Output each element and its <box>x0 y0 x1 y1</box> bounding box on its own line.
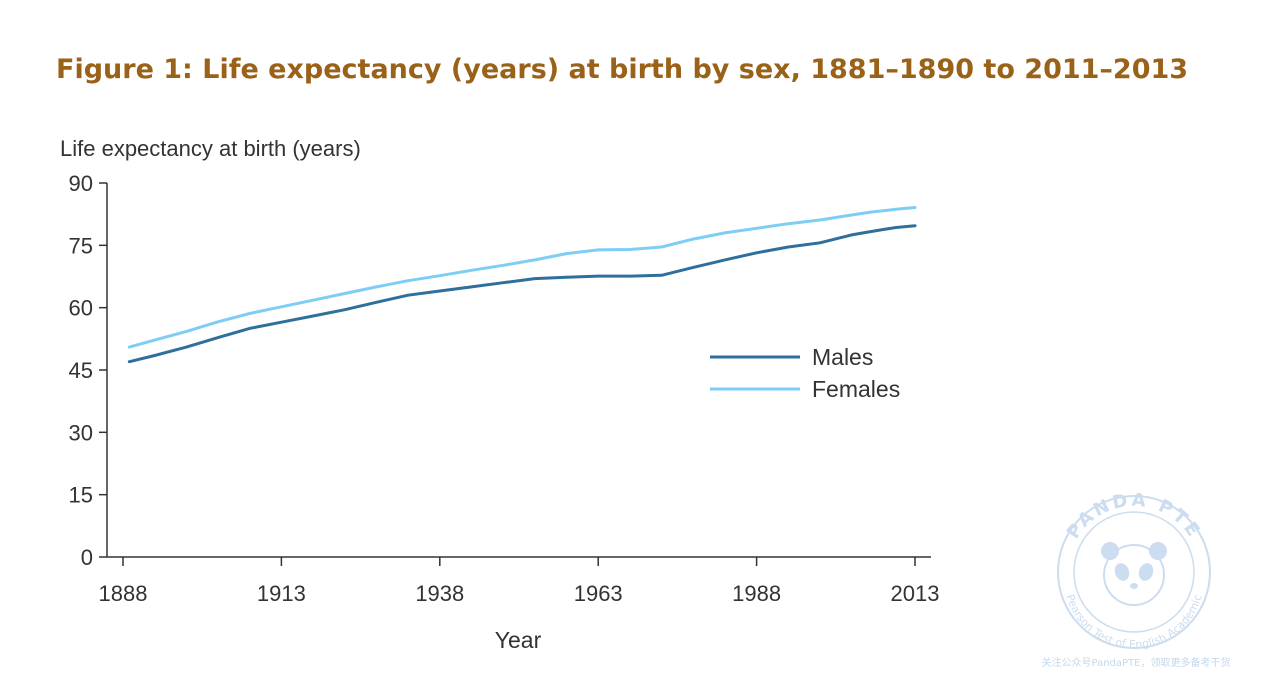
y-tick-label: 90 <box>69 171 93 196</box>
y-tick-label: 45 <box>69 358 93 383</box>
y-axis-label: Life expectancy at birth (years) <box>60 136 361 161</box>
x-tick-label: 1888 <box>99 581 148 606</box>
x-tick-label: 1963 <box>574 581 623 606</box>
x-axis-ticks: 1888 1913 1938 1963 1988 2013 <box>99 557 940 606</box>
legend-label-females: Females <box>812 376 900 402</box>
watermark-caption: 关注公众号PandaPTE，领取更多备考干货 <box>1042 656 1231 669</box>
x-tick-label: 1938 <box>415 581 464 606</box>
series-line-males <box>127 224 917 364</box>
watermark-logo: PANDA PTE Pearson Test of English Academ… <box>1057 490 1211 651</box>
x-tick-label: 2013 <box>891 581 940 606</box>
series-line-females <box>127 206 917 349</box>
watermark-logo-text: PANDA PTE <box>1063 490 1205 543</box>
legend-label-males: Males <box>812 344 873 370</box>
watermark-ring-inner <box>1073 511 1195 633</box>
y-tick-label: 0 <box>81 545 93 570</box>
y-tick-label: 60 <box>69 296 93 321</box>
watermark-ring-outer <box>1057 495 1211 649</box>
y-axis-ticks: 0 15 30 45 60 75 90 <box>69 171 107 570</box>
x-tick-label: 1913 <box>257 581 306 606</box>
legend: Males Females <box>710 344 900 402</box>
panda-icon <box>1101 542 1167 606</box>
y-tick-label: 30 <box>69 420 93 445</box>
y-tick-label: 15 <box>69 483 93 508</box>
x-tick-label: 1988 <box>732 581 781 606</box>
y-tick-label: 75 <box>69 233 93 258</box>
x-axis-label: Year <box>495 627 542 653</box>
chart-title: Figure 1: Life expectancy (years) at bir… <box>56 54 1189 85</box>
series-lines <box>127 206 917 364</box>
